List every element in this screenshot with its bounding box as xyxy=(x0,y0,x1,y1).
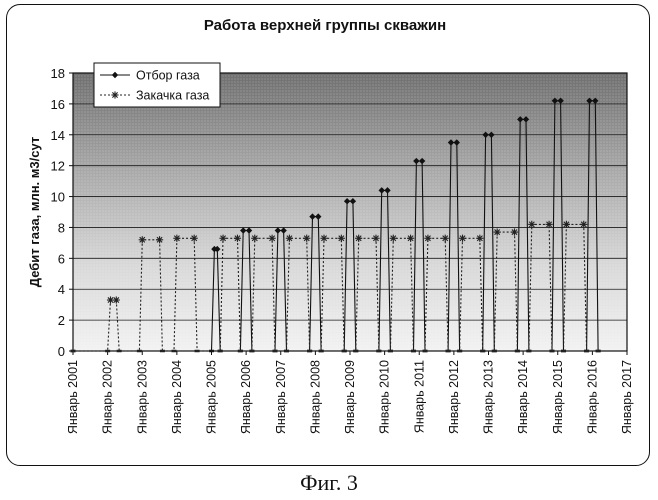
data-point xyxy=(219,235,226,242)
y-tick-label: 18 xyxy=(51,66,65,81)
data-point xyxy=(372,235,379,242)
data-point xyxy=(286,235,293,242)
x-tick-label: Январь 2011 xyxy=(412,360,426,433)
figure-caption: Фиг. 3 xyxy=(0,470,658,496)
data-point xyxy=(511,228,518,235)
y-axis-label: Дебит газа, млн. м3/сут xyxy=(27,137,42,287)
legend: Отбор газа Закачка газа xyxy=(94,63,220,107)
y-tick-label: 8 xyxy=(58,220,65,235)
x-tick-label: Январь 2002 xyxy=(101,360,115,434)
y-tick-label: 6 xyxy=(58,251,65,266)
plot-texture xyxy=(73,73,627,351)
x-tick-label: Январь 2006 xyxy=(239,360,253,434)
data-point xyxy=(303,235,310,242)
y-tick-label: 2 xyxy=(58,313,65,328)
plot-area: 0 2 4 6 8 10 12 14 16 18 Январь 2001 Январь 2002 Янв… xyxy=(51,66,634,434)
data-point xyxy=(424,235,431,242)
data-point xyxy=(139,236,146,243)
data-point xyxy=(234,235,241,242)
data-point xyxy=(191,235,198,242)
x-tick-label: Январь 2003 xyxy=(135,360,149,434)
y-tick-label: 14 xyxy=(51,128,65,143)
x-tick-label: Январь 2015 xyxy=(551,360,565,434)
x-tick-label: Январь 2014 xyxy=(516,360,530,434)
data-point xyxy=(476,235,483,242)
x-tick-label: Январь 2007 xyxy=(274,360,288,434)
data-point xyxy=(580,221,587,228)
x-tick-label: Январь 2008 xyxy=(308,360,322,434)
data-point xyxy=(407,235,414,242)
x-tick-label: Январь 2005 xyxy=(205,360,219,434)
data-point xyxy=(459,235,466,242)
y-tick-label: 10 xyxy=(51,190,65,205)
y-tick-label: 16 xyxy=(51,97,65,112)
data-point xyxy=(251,235,258,242)
x-tick-label: Январь 2001 xyxy=(66,360,80,434)
x-tick-label: Январь 2009 xyxy=(343,360,357,434)
x-tick-label: Январь 2012 xyxy=(447,360,461,434)
legend-label: Закачка газа xyxy=(136,89,209,103)
legend-label: Отбор газа xyxy=(136,69,200,83)
chart: Работа верхней группы скважин Дебит газа… xyxy=(0,0,658,470)
data-point xyxy=(545,221,552,228)
data-point xyxy=(355,235,362,242)
data-point xyxy=(338,235,345,242)
data-point xyxy=(268,235,275,242)
data-point xyxy=(563,221,570,228)
x-tick-label: Январь 2016 xyxy=(585,360,599,434)
x-tick-label: Январь 2010 xyxy=(378,360,392,434)
data-point xyxy=(156,236,163,243)
data-point xyxy=(390,235,397,242)
data-point xyxy=(494,228,501,235)
data-point xyxy=(173,235,180,242)
y-tick-label: 12 xyxy=(51,159,65,174)
legend-marker xyxy=(111,91,118,98)
y-tick-label: 0 xyxy=(58,344,65,359)
data-point xyxy=(442,235,449,242)
x-tick-label: Январь 2004 xyxy=(170,360,184,434)
x-tick-label: Январь 2013 xyxy=(482,360,496,434)
y-tick-label: 4 xyxy=(58,282,65,297)
chart-title: Работа верхней группы скважин xyxy=(204,17,446,34)
data-point xyxy=(113,296,120,303)
data-point xyxy=(528,221,535,228)
data-point xyxy=(320,235,327,242)
x-tick-label: Январь 2017 xyxy=(620,360,634,434)
